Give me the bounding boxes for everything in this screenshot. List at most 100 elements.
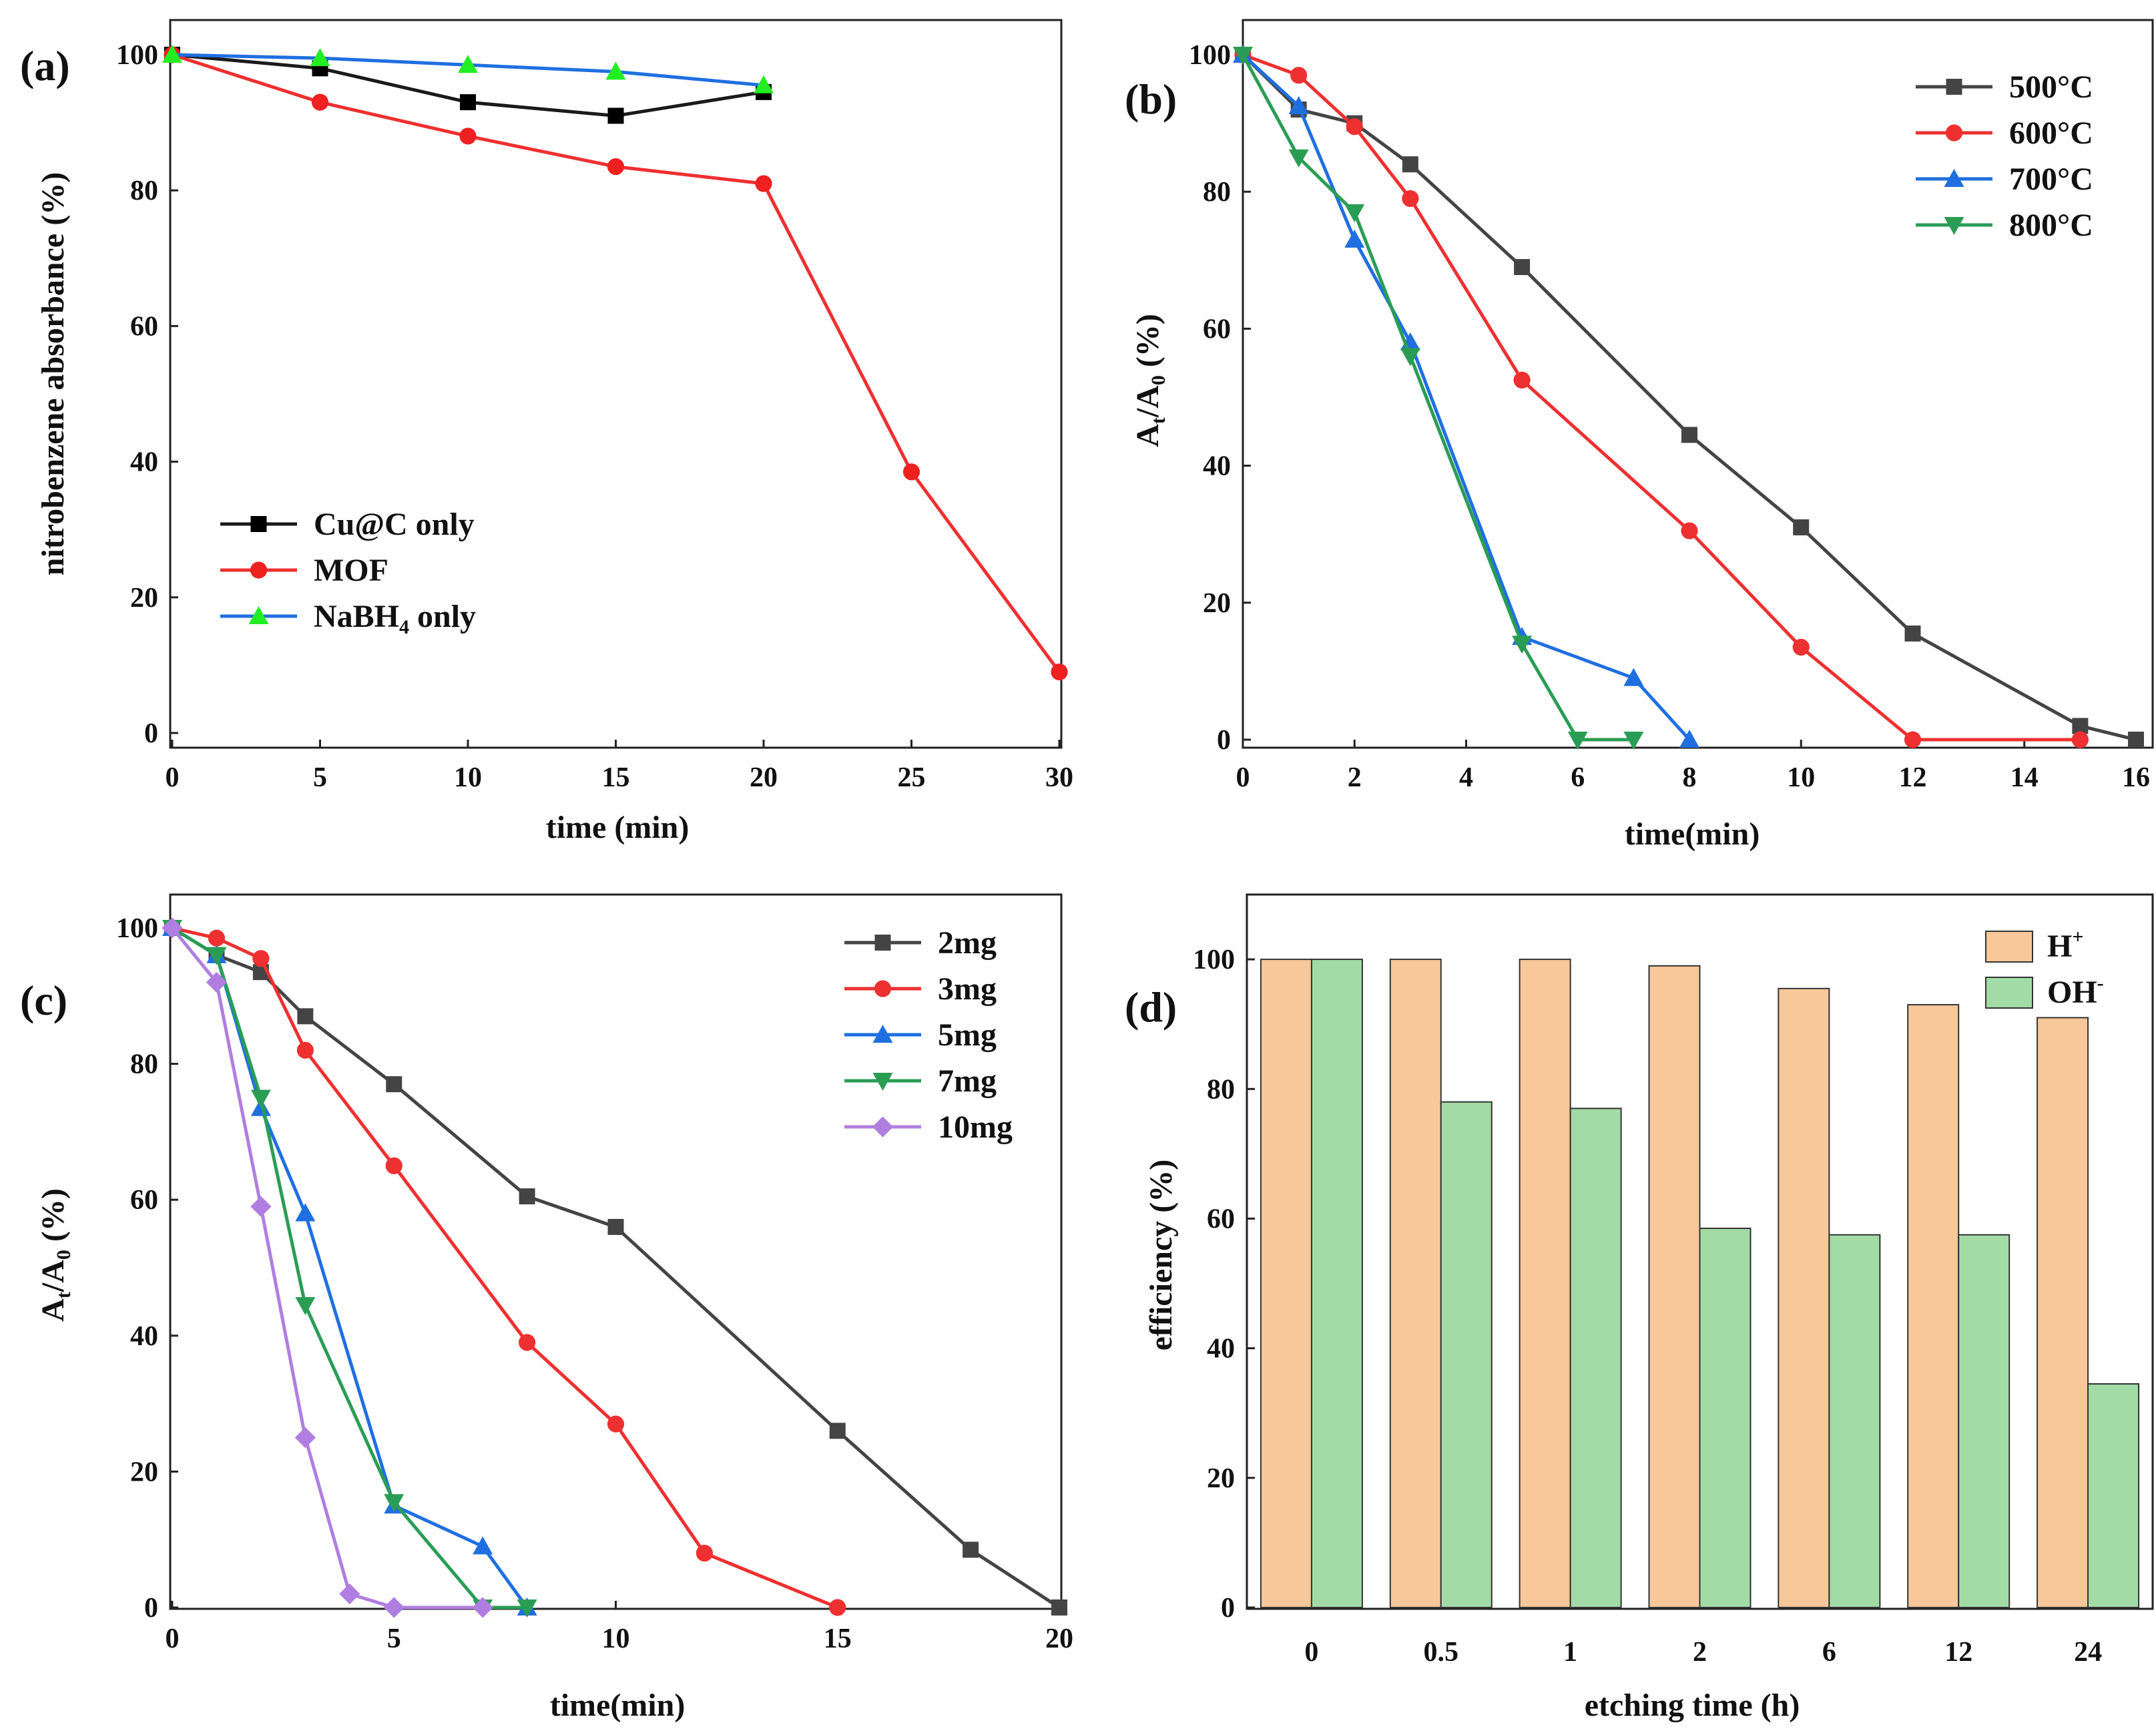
data-point: [1512, 636, 1533, 654]
bar: [1907, 1004, 1960, 1608]
y-axis-label-mid: /A: [1130, 385, 1165, 418]
series-nabh4-only: [162, 45, 774, 93]
data-point: [1344, 204, 1365, 222]
data-point: [1567, 732, 1588, 750]
y-axis-label-mid: /A: [35, 1260, 71, 1292]
data-point: [1344, 230, 1365, 248]
data-point: [517, 1599, 537, 1618]
legend-label-main: NaBH: [314, 599, 399, 634]
y-axis-label: efficiency (%): [1143, 1160, 1179, 1351]
data-point: [1679, 730, 1699, 748]
x-tick-label: 0.5: [1424, 1637, 1459, 1668]
data-point: [1904, 625, 1921, 642]
data-point: [206, 971, 228, 993]
data-point: [460, 94, 476, 111]
x-tick-label: 12: [1899, 762, 1927, 793]
bar: [1569, 1107, 1622, 1608]
legend-label-main: 500°C: [2009, 69, 2093, 105]
legend-label: 5mg: [938, 1017, 997, 1053]
bar: [1958, 1234, 2010, 1608]
data-point: [1514, 259, 1531, 276]
x-tick-label: 6: [1822, 1637, 1836, 1668]
series-600-c: [1234, 46, 2089, 748]
data-point: [1904, 731, 1922, 748]
legend: H+ OH-: [1985, 926, 2104, 1010]
data-point: [162, 45, 182, 63]
y-tick-label: 40: [130, 447, 158, 478]
y-tick-label: 40: [1207, 1334, 1235, 1365]
bar: [1440, 1101, 1493, 1608]
data-point: [1288, 95, 1309, 114]
data-point: [1623, 732, 1644, 750]
legend-label-sub: 4: [399, 616, 409, 638]
legend-label: 600°C: [2009, 115, 2093, 151]
data-point: [902, 463, 920, 481]
data-point: [1793, 519, 1810, 535]
x-tick-label: 4: [1459, 762, 1473, 793]
series-line: [171, 926, 1061, 1610]
legend-label-main: 3mg: [938, 971, 997, 1007]
panel-label: (b): [1125, 75, 1177, 123]
legend-label: 800°C: [2009, 208, 2093, 243]
legend: Cu@C only MOF NaBH4 only: [220, 507, 476, 638]
series-7mg: [162, 920, 537, 1618]
data-point: [295, 1203, 316, 1222]
y-tick-label: 20: [1203, 588, 1231, 619]
x-axis-label: time(min): [1625, 816, 1760, 852]
data-point: [459, 128, 477, 145]
x-tick-label: 15: [602, 762, 630, 793]
data-point: [1051, 1599, 1067, 1616]
y-tick-label: 60: [130, 311, 158, 342]
legend-label: H+: [2047, 926, 2083, 964]
y-axis-label-tail: (%): [1130, 314, 1165, 375]
data-point: [605, 61, 626, 80]
panel-label: (a): [20, 42, 70, 89]
data-point: [295, 1296, 316, 1315]
bar: [1310, 959, 1363, 1609]
x-tick-label: 0: [1236, 762, 1250, 793]
x-tick-label: 10: [1787, 762, 1815, 793]
data-point: [1400, 348, 1420, 366]
x-tick-label: 1: [1563, 1637, 1577, 1668]
data-point: [384, 1494, 405, 1513]
data-point: [206, 947, 227, 965]
data-point: [311, 93, 329, 111]
legend-label-main: MOF: [314, 553, 388, 588]
legend-label-main: H: [2047, 929, 2072, 964]
x-axis-label: time (min): [546, 810, 690, 845]
series-line: [1242, 53, 2081, 742]
x-tick-label: 10: [602, 1624, 630, 1654]
bar: [1648, 965, 1701, 1609]
data-point: [1402, 190, 1419, 208]
series-10mg: [162, 917, 493, 1618]
data-point: [607, 1415, 625, 1433]
legend-marker: [248, 606, 269, 624]
y-axis-label-sub: 0: [1147, 375, 1169, 385]
data-point: [1346, 118, 1363, 136]
y-tick-label: 80: [1207, 1074, 1235, 1105]
data-point: [607, 1218, 624, 1235]
y-axis-label-sub: 0: [53, 1250, 75, 1260]
series-800-c: [1233, 47, 1644, 750]
x-axis-label: etching time (h): [1585, 1688, 1800, 1723]
data-point: [696, 1544, 713, 1562]
bar: [1778, 987, 1830, 1609]
y-tick-label: 60: [1203, 314, 1231, 344]
legend-marker: [872, 1073, 893, 1091]
data-point: [519, 1188, 535, 1205]
series-2mg: [164, 920, 1067, 1616]
data-point: [473, 1536, 493, 1555]
legend-label-main: Cu@C only: [314, 507, 475, 542]
legend-swatch: [1985, 977, 2033, 1009]
x-tick-label: 8: [1683, 762, 1697, 793]
data-point: [1051, 663, 1068, 681]
legend-label: MOF: [314, 553, 388, 588]
x-tick-label: 16: [2122, 762, 2150, 793]
y-tick-label: 60: [1207, 1204, 1235, 1234]
data-point: [385, 1157, 402, 1174]
panel-label: (d): [1125, 983, 1177, 1031]
data-point: [1288, 149, 1309, 168]
x-tick-label: 20: [1045, 1624, 1073, 1654]
